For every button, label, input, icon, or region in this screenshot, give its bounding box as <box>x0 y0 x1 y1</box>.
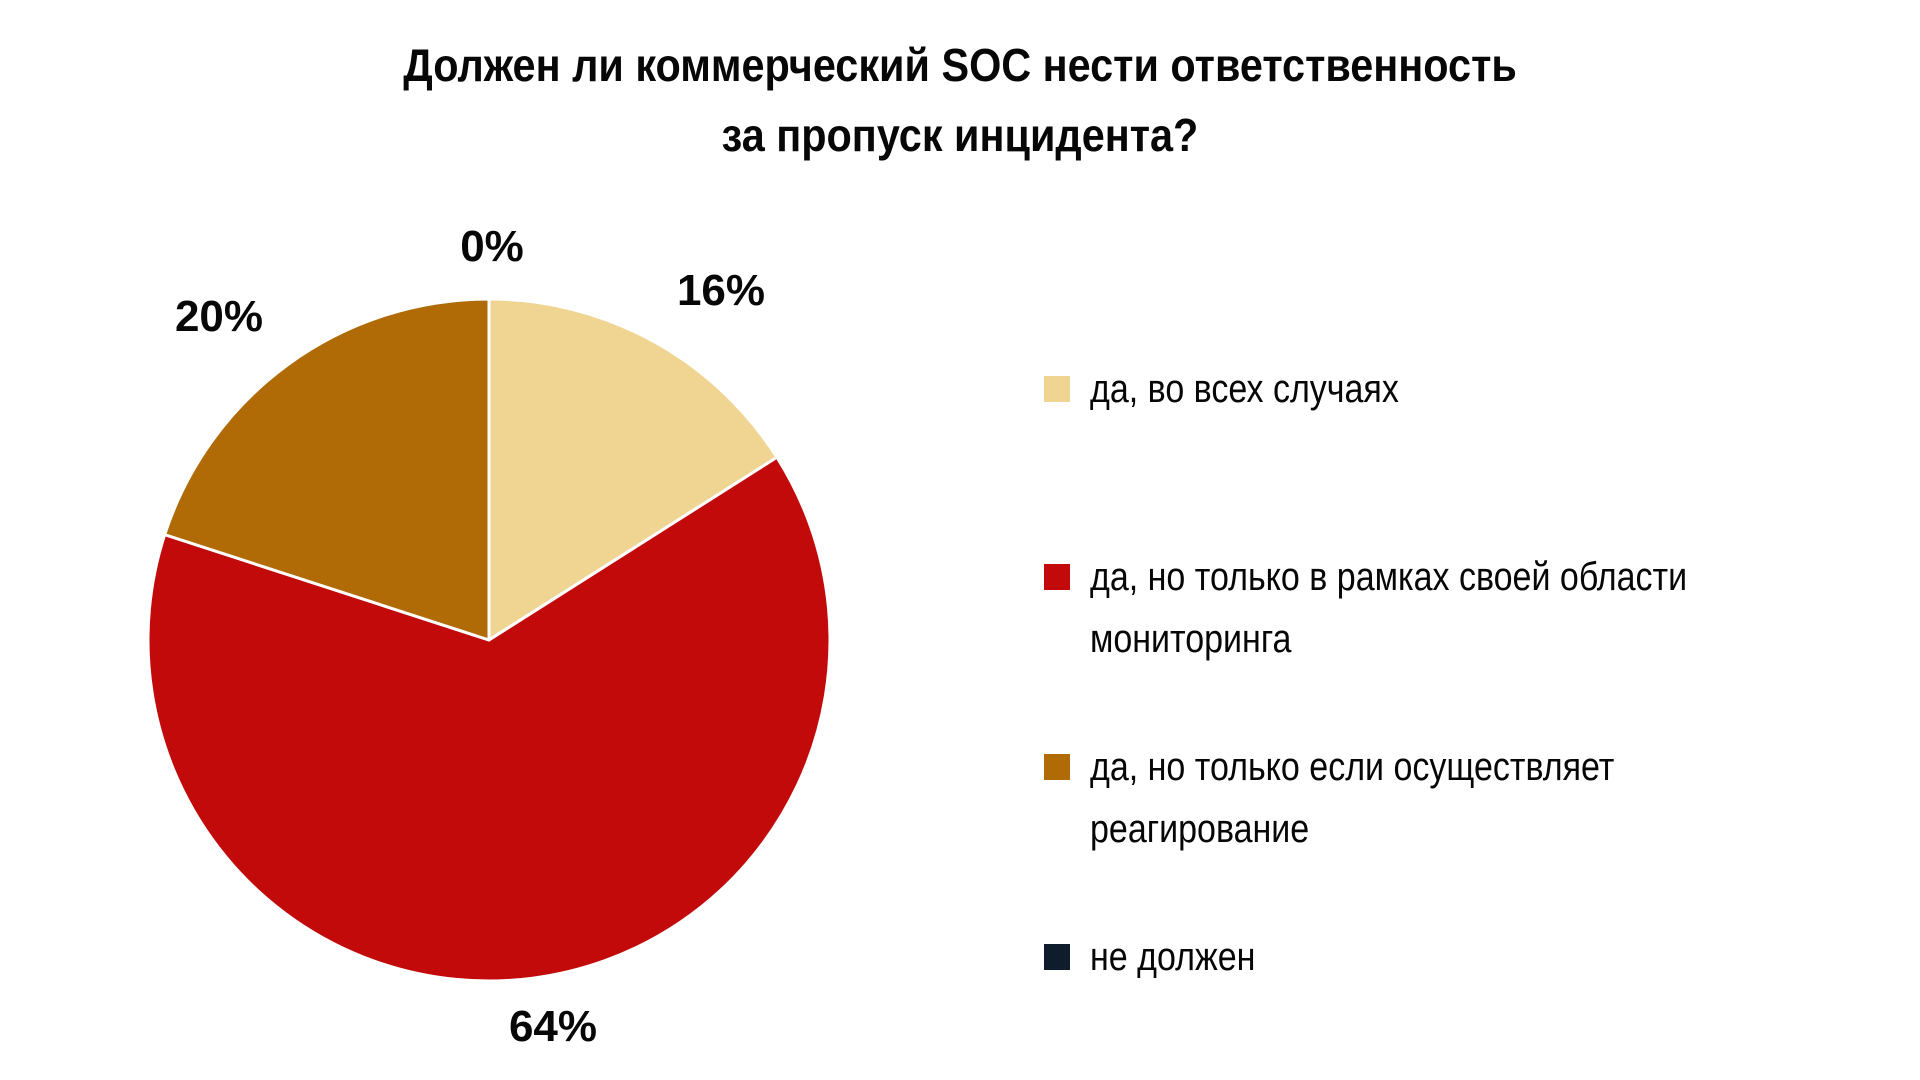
legend-label: да, во всех случаях <box>1090 367 1399 411</box>
legend-item-vo-vseh: да, во всех случаях <box>1044 358 1874 420</box>
pie-chart <box>145 296 833 984</box>
legend-label: да, но только в рамках своей области мон… <box>1090 555 1688 661</box>
legend-label: не должен <box>1090 935 1256 979</box>
chart-title-line-2: за пропуск инцидента? <box>721 109 1199 161</box>
data-label-vo-vseh: 16% <box>676 266 766 315</box>
legend-label: да, но только если осуществляет реагиров… <box>1090 745 1615 851</box>
data-label-reagirovanie: 20% <box>174 292 264 341</box>
legend-swatch-icon <box>1044 376 1070 402</box>
chart-title: Должен ли коммерческий SOC нести ответст… <box>0 30 1920 170</box>
data-label-monitoring: 64% <box>508 1002 598 1051</box>
data-label-ne-dolzhen: 0% <box>460 222 524 271</box>
legend-swatch-icon <box>1044 564 1070 590</box>
legend-item-reagirovanie: да, но только если осуществляет реагиров… <box>1044 736 1874 860</box>
chart-title-line-1: Должен ли коммерческий SOC нести ответст… <box>403 39 1517 91</box>
legend-item-monitoring: да, но только в рамках своей области мон… <box>1044 546 1874 670</box>
legend: да, во всех случаях да, но только в рамк… <box>1044 0 1874 1080</box>
legend-swatch-icon <box>1044 754 1070 780</box>
pie-slice <box>163 297 491 642</box>
legend-swatch-icon <box>1044 944 1070 970</box>
pie-svg <box>146 297 832 983</box>
pie-slice <box>487 297 779 642</box>
legend-item-ne-dolzhen: не должен <box>1044 926 1874 988</box>
pie-slice <box>146 455 832 983</box>
